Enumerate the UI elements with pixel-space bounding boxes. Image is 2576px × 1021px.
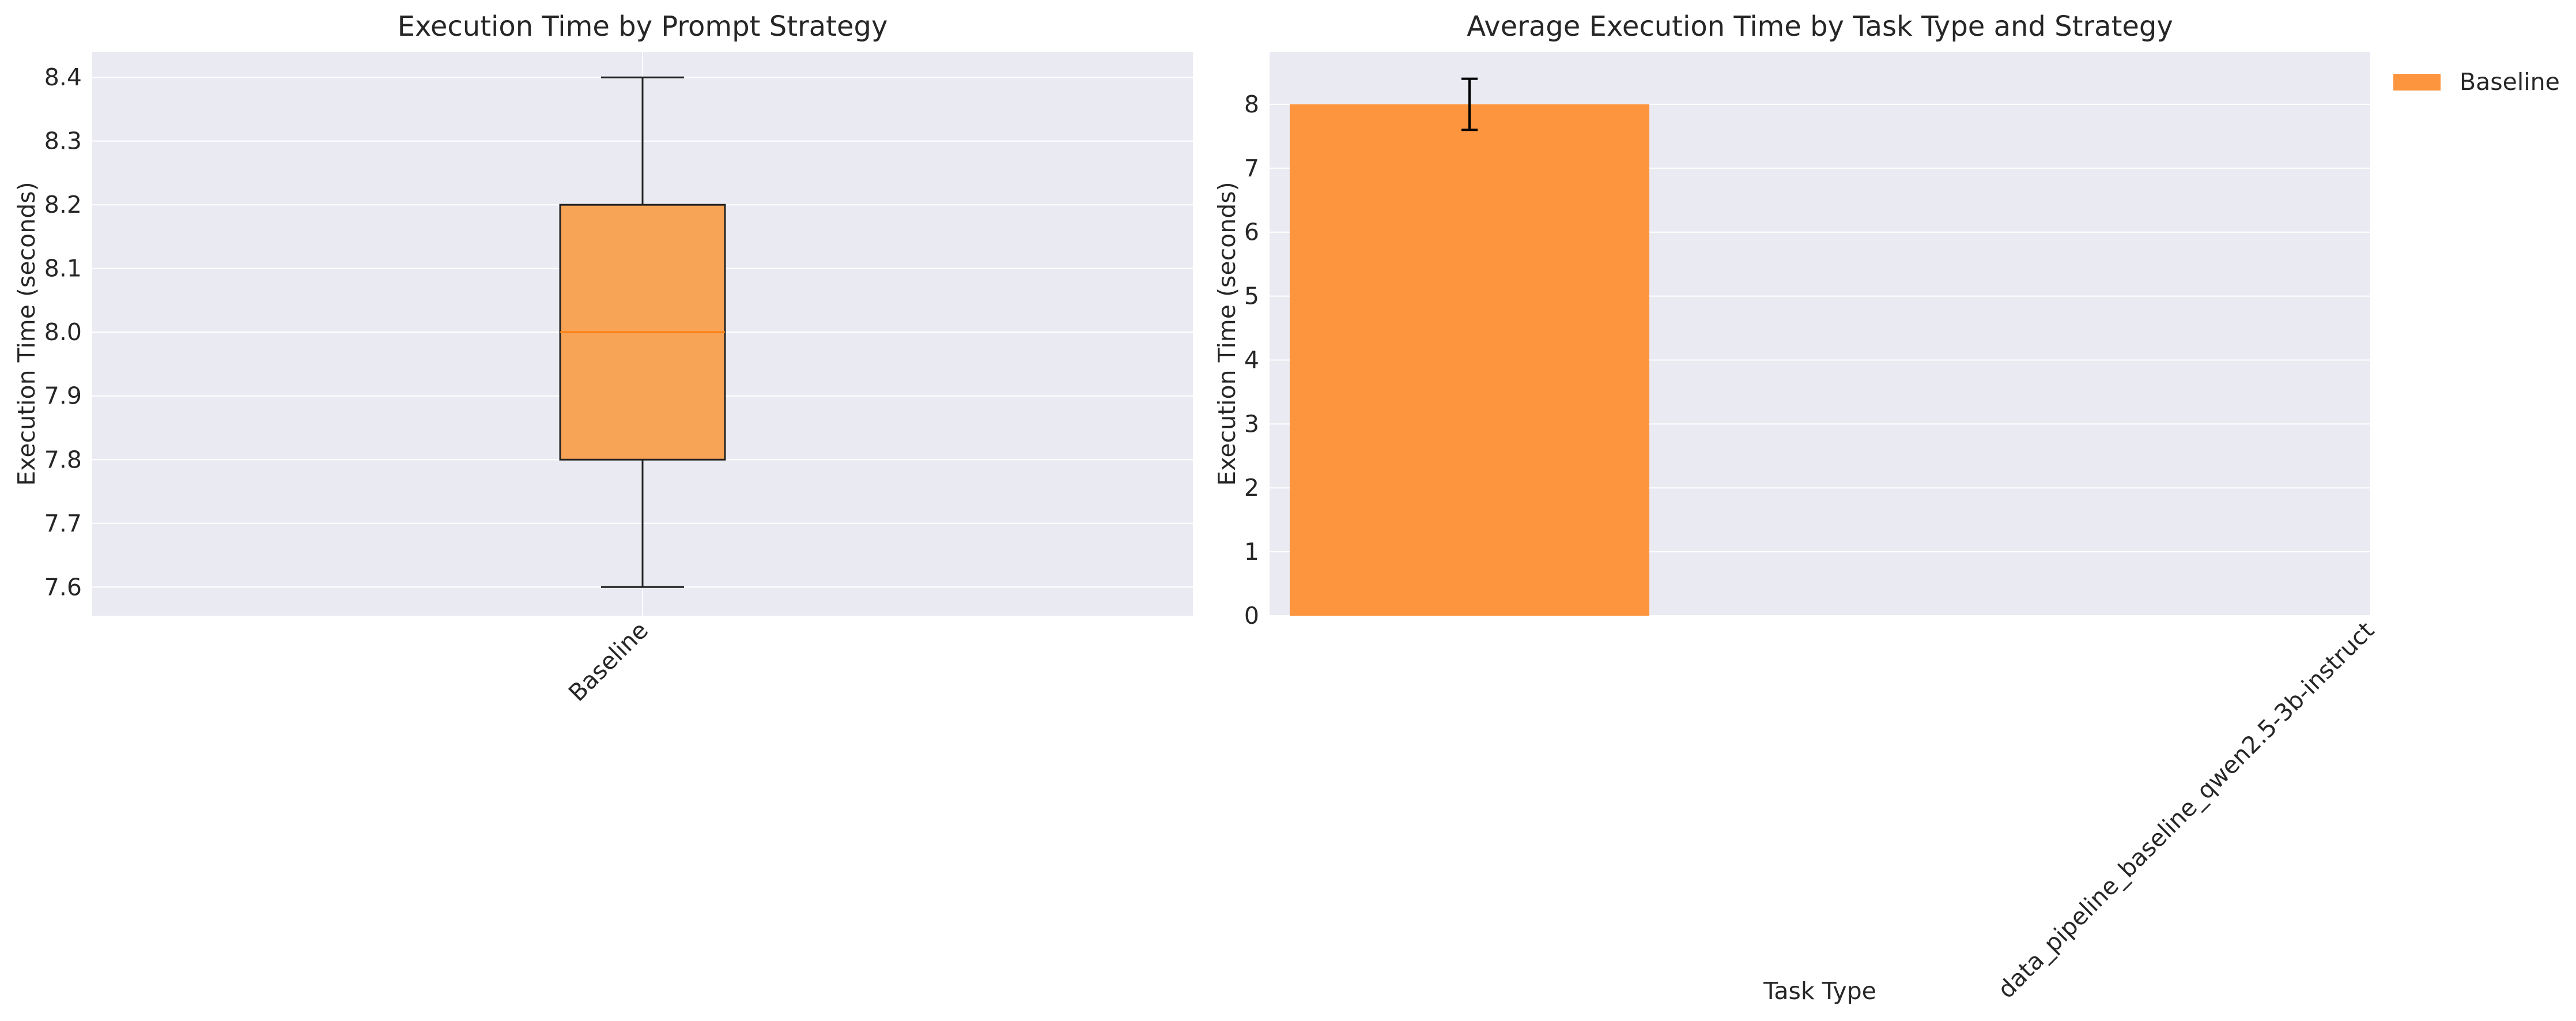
- left-y-tick-label: 8.1: [44, 255, 82, 282]
- left-y-tick-label: 8.3: [44, 127, 82, 155]
- box-plot-title: Execution Time by Prompt Strategy: [398, 10, 888, 43]
- left-y-tick-label: 7.6: [44, 573, 82, 601]
- bar-chart-y-ticks: 0 1 2 3 4 5 6 7 8: [1244, 91, 1259, 630]
- right-y-tick-label: 2: [1244, 474, 1259, 502]
- right-y-tick-label: 0: [1244, 602, 1259, 630]
- right-y-tick-label: 3: [1244, 410, 1259, 438]
- bar-baseline: [1290, 104, 1649, 616]
- left-y-tick-label: 8.2: [44, 191, 82, 218]
- left-y-tick-label: 8.0: [44, 318, 82, 346]
- right-y-tick-label: 4: [1244, 346, 1259, 374]
- bar-chart-title: Average Execution Time by Task Type and …: [1467, 10, 2173, 43]
- left-y-tick-label: 7.7: [44, 510, 82, 537]
- right-y-tick-label: 1: [1244, 538, 1259, 566]
- left-y-tick-label: 7.9: [44, 382, 82, 410]
- box-plot-marks: [559, 76, 726, 588]
- left-y-tick-label: 7.8: [44, 446, 82, 473]
- bar-chart-legend: Baseline: [2393, 68, 2560, 96]
- box-plot-y-ticks: 7.6 7.7 7.8 7.9 8.0 8.1 8.2 8.3 8.4: [44, 63, 82, 601]
- right-y-tick-label: 5: [1244, 282, 1259, 310]
- right-y-tick-label: 8: [1244, 91, 1259, 118]
- box-plot-panel: 7.67.77.87.98.08.18.28.38.4 Baseline Exe…: [13, 10, 1193, 707]
- bar-chart-x-axis-label: Task Type: [1763, 977, 1876, 1005]
- right-y-tick-label: 7: [1244, 155, 1259, 182]
- legend-swatch-baseline: [2393, 74, 2441, 91]
- right-y-tick-label: 6: [1244, 218, 1259, 246]
- box-plot-y-axis-label: Execution Time (seconds): [13, 182, 40, 485]
- bar-chart-y-axis-label: Execution Time (seconds): [1213, 182, 1241, 485]
- legend-label-baseline: Baseline: [2460, 68, 2560, 96]
- left-y-tick-label: 8.4: [44, 63, 82, 91]
- bar-chart-marks: [1290, 77, 1649, 616]
